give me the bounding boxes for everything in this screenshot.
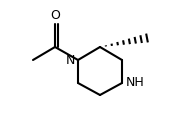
Text: O: O <box>50 9 60 22</box>
Text: N: N <box>66 53 75 66</box>
Text: NH: NH <box>126 77 145 90</box>
